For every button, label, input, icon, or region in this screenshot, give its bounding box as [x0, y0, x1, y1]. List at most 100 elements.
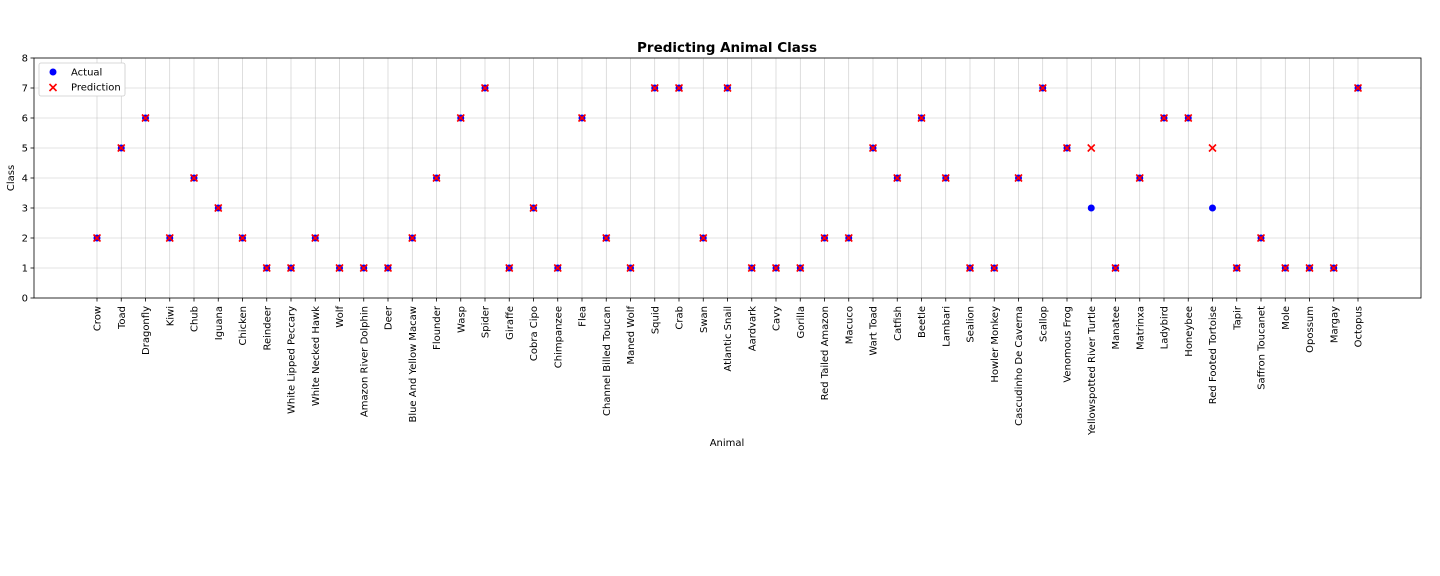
x-axis: Crow Toad Dragonfly Kiwi Chub Iguana Chicken Re… — [93, 298, 1365, 436]
prediction-point — [674, 83, 684, 93]
prediction-point — [505, 263, 514, 273]
legend-actual-label: Actual — [71, 68, 102, 79]
legend-prediction-label: Prediction — [71, 83, 121, 94]
x-tick-label: Swan — [699, 306, 710, 333]
x-tick-label: Venomous Frog — [1063, 306, 1074, 383]
prediction-point — [893, 173, 902, 183]
prediction-point — [238, 233, 247, 243]
y-tick-label: 7 — [22, 84, 28, 95]
actual-point — [1209, 204, 1216, 212]
x-tick-label: Wasp — [456, 306, 467, 333]
x-tick-label: Spider — [481, 305, 492, 338]
x-tick-label: Saffron Toucanet — [1257, 306, 1268, 390]
prediction-point — [1087, 143, 1096, 153]
prediction-point — [1135, 173, 1144, 183]
x-tick-label: Chub — [190, 306, 201, 332]
prediction-point — [311, 233, 320, 243]
legend-box — [38, 62, 126, 97]
y-tick-label: 3 — [22, 204, 28, 215]
x-tick-label: Wolf — [335, 306, 346, 328]
y-tick-label: 6 — [22, 114, 28, 125]
prediction-point — [1038, 83, 1047, 93]
prediction-point — [1353, 83, 1363, 93]
prediction-point — [141, 113, 150, 123]
prediction-point — [262, 263, 271, 273]
x-tick-label: Octopus — [1354, 306, 1365, 347]
x-tick-label: Chicken — [238, 306, 249, 346]
legend-actual-marker — [49, 68, 57, 76]
x-tick-label: Manatee — [1111, 306, 1122, 349]
x-tick-label: Wart Toad — [869, 306, 880, 356]
x-tick-label: Reindeer — [262, 305, 273, 350]
prediction-point — [408, 233, 417, 243]
x-tick-label: Kiwi — [165, 306, 176, 326]
x-tick-label: Howler Monkey — [990, 306, 1001, 383]
x-tick-label: Maned Wolf — [626, 306, 637, 365]
legend-prediction-marker — [48, 83, 58, 92]
prediction-point — [117, 143, 126, 153]
y-tick-label: 5 — [22, 144, 28, 155]
y-tick-label: 4 — [22, 174, 28, 185]
prediction-point — [941, 173, 950, 183]
x-tick-label: Red Footed Tortoise — [1208, 306, 1219, 404]
prediction-point — [1281, 263, 1290, 273]
prediction-point — [747, 263, 756, 273]
plot-area — [33, 57, 1422, 299]
x-tick-label: Gorilla — [796, 306, 807, 338]
prediction-point — [165, 233, 174, 243]
y-tick-label: 1 — [22, 264, 28, 275]
prediction-point — [359, 263, 368, 273]
prediction-point — [1208, 143, 1217, 153]
prediction-point — [868, 143, 878, 153]
x-tick-label: Catfish — [893, 306, 904, 341]
prediction-point — [602, 233, 611, 243]
prediction-point — [480, 83, 490, 93]
x-tick-label: Aardvark — [747, 306, 758, 351]
x-tick-label: Flea — [578, 306, 589, 327]
x-tick-label: White Lipped Peccary — [287, 306, 298, 414]
x-tick-label: Crab — [675, 306, 686, 330]
x-tick-label: Honeybee — [1184, 306, 1195, 357]
x-tick-label: Chimpanzee — [553, 306, 564, 368]
prediction-point — [92, 233, 102, 243]
prediction-point — [650, 83, 659, 93]
x-tick-label: Tapir — [1232, 305, 1243, 331]
x-tick-label: Scallop — [1038, 306, 1049, 342]
x-tick-label: Opossum — [1305, 306, 1316, 353]
prediction-point — [577, 113, 587, 123]
prediction-point — [432, 173, 441, 183]
prediction-point — [699, 233, 708, 243]
x-tick-label: Flounder — [432, 305, 443, 350]
prediction-point — [1256, 233, 1266, 243]
x-tick-label: Cascudinho De Caverna — [1014, 306, 1025, 426]
actual-point — [1087, 204, 1095, 212]
x-tick-label: Lambari — [941, 306, 952, 347]
prediction-point — [189, 173, 199, 183]
x-tick-label: Atlantic Snail — [723, 306, 734, 372]
prediction-point — [286, 263, 296, 273]
prediction-point — [1062, 143, 1072, 153]
x-tick-label: White Necked Hawk — [311, 306, 322, 406]
x-tick-label: Blue And Yellow Macaw — [408, 306, 419, 423]
prediction-point — [383, 263, 393, 273]
prediction-point — [626, 263, 635, 273]
x-tick-label: Margay — [1329, 306, 1340, 343]
prediction-point — [965, 263, 975, 273]
prediction-point — [1329, 263, 1338, 273]
prediction-point — [335, 263, 344, 273]
y-axis-label: Class — [6, 165, 17, 191]
x-tick-label: Red Tailed Amazon — [820, 306, 831, 400]
x-tick-label: Ladybird — [1160, 306, 1171, 349]
x-tick-label: Cobra Cipo — [529, 306, 540, 361]
y-axis: 0 1 2 3 4 5 6 7 8 — [22, 54, 34, 305]
prediction-point — [214, 203, 223, 213]
prediction-point — [1305, 263, 1314, 273]
prediction-point — [917, 113, 926, 123]
x-tick-label: Giraffe — [505, 306, 516, 340]
prediction-point — [844, 233, 853, 243]
prediction-point — [1232, 263, 1241, 273]
x-tick-label: Crow — [93, 306, 104, 331]
y-tick-label: 2 — [22, 234, 28, 245]
y-tick-label: 0 — [22, 294, 28, 305]
